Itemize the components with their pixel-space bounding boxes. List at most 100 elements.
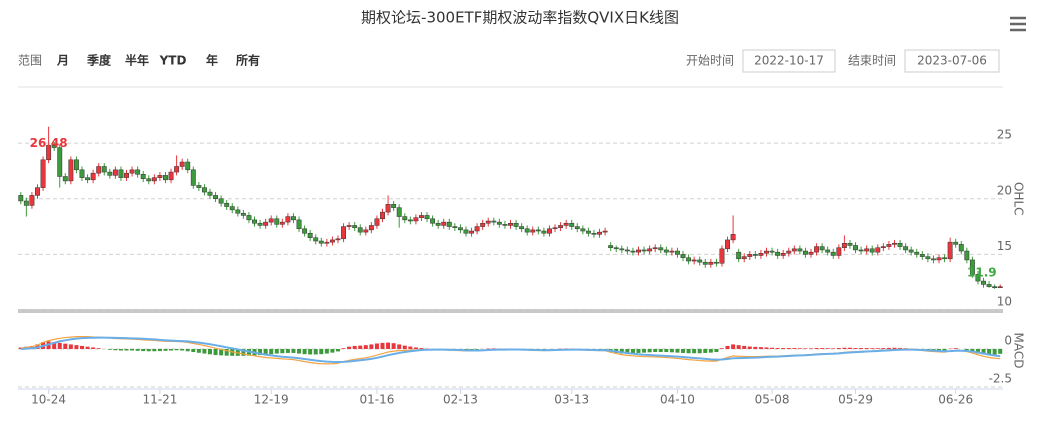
- candle-body: [725, 239, 730, 250]
- candle-body: [368, 225, 374, 231]
- candle-body: [430, 218, 436, 224]
- candle-body: [942, 257, 948, 260]
- candle-body: [624, 249, 630, 252]
- macd-bar: [937, 348, 942, 351]
- y-tick-label: 10: [997, 295, 1012, 309]
- candle-body: [457, 227, 463, 231]
- range-button[interactable]: 季度: [86, 53, 112, 68]
- panel-separator: [18, 309, 1003, 313]
- candle-body: [574, 226, 580, 230]
- macd-bar: [847, 347, 852, 349]
- candle-body: [541, 230, 547, 234]
- candle-body: [385, 204, 391, 213]
- candle-body: [825, 249, 831, 253]
- start-input[interactable]: [742, 49, 836, 73]
- end-label: 结束时间: [848, 54, 896, 68]
- macd-bar: [269, 348, 274, 355]
- candle-body: [691, 259, 697, 262]
- candle-body: [508, 222, 513, 226]
- candle-body: [880, 246, 886, 248]
- range-button[interactable]: 年: [206, 53, 218, 68]
- candle-body: [947, 241, 953, 260]
- macd-bar: [180, 348, 185, 351]
- x-tick-label: 06-26: [938, 393, 973, 407]
- candle-body: [413, 217, 419, 222]
- candle-body: [830, 251, 836, 256]
- macd-bar: [686, 348, 691, 354]
- macd-bar: [964, 348, 969, 351]
- candle-body: [836, 247, 842, 256]
- candle-body: [502, 224, 508, 226]
- candle-body: [463, 229, 469, 234]
- candle-body: [51, 145, 57, 148]
- macd-bar: [758, 347, 763, 349]
- macd-bar: [79, 345, 84, 349]
- macd-bar: [987, 348, 992, 355]
- candle-body: [791, 248, 797, 252]
- candle-body: [352, 225, 358, 228]
- range-button[interactable]: YTD: [159, 54, 187, 68]
- macd-bar: [731, 344, 736, 349]
- macd-bar: [619, 348, 624, 354]
- candle-body: [780, 253, 786, 256]
- candle-body: [864, 248, 870, 252]
- candle-body: [519, 226, 525, 230]
- x-tick-label: 11-21: [142, 393, 177, 407]
- macd-bar: [820, 348, 825, 349]
- y-tick-label: 0: [1004, 333, 1012, 347]
- min-label: 11.9: [967, 265, 997, 279]
- candle-body: [858, 249, 864, 252]
- macd-bar: [747, 346, 752, 349]
- macd-bar: [130, 348, 135, 351]
- candle-body: [797, 248, 803, 252]
- candle-body: [79, 169, 85, 178]
- candle-body: [730, 234, 736, 241]
- candle-body: [296, 219, 302, 230]
- candle-body: [135, 169, 141, 175]
- macd-bar: [742, 345, 747, 349]
- macd-bar: [146, 348, 151, 352]
- macd-bar: [469, 348, 474, 350]
- macd-bar: [975, 348, 980, 354]
- candle-body: [391, 204, 397, 208]
- macd-bar: [998, 348, 1003, 354]
- macd-bar: [135, 348, 140, 351]
- candle-body: [591, 232, 597, 235]
- range-button[interactable]: 所有: [236, 53, 260, 68]
- macd-bar: [386, 342, 391, 349]
- candle-body: [268, 218, 274, 223]
- end-date[interactable]: 2023-07-06: [917, 54, 987, 68]
- macd-bar: [324, 348, 329, 354]
- range-button[interactable]: 月: [56, 54, 69, 68]
- macd-bar: [118, 348, 123, 351]
- candle-body: [964, 250, 970, 261]
- macd-bar: [124, 348, 129, 351]
- range-button[interactable]: 半年: [125, 53, 149, 68]
- candle-body: [174, 166, 180, 173]
- candle-body: [302, 228, 308, 234]
- candle-body: [18, 195, 24, 202]
- candle-body: [446, 221, 452, 227]
- macd-bar: [992, 348, 997, 355]
- macd-bar: [302, 348, 307, 355]
- candle-body: [435, 222, 441, 226]
- menu-button[interactable]: [1006, 14, 1030, 34]
- end-input[interactable]: [904, 49, 1000, 73]
- candle-body: [363, 229, 369, 233]
- candle-body: [324, 241, 330, 244]
- macd-bar: [358, 345, 363, 349]
- range-label: 范围: [18, 54, 42, 68]
- candle-body: [240, 212, 246, 216]
- candle-body: [335, 238, 341, 241]
- candle-body: [641, 249, 647, 252]
- macd-bar: [68, 344, 73, 349]
- candle-body: [129, 169, 135, 174]
- y-tick-label: 15: [997, 239, 1012, 253]
- candle-body: [40, 159, 46, 188]
- start-date[interactable]: 2022-10-17: [754, 54, 824, 68]
- candle-body: [802, 250, 808, 255]
- candle-body: [981, 280, 986, 285]
- candle-body: [853, 245, 858, 251]
- candle-body: [663, 249, 669, 253]
